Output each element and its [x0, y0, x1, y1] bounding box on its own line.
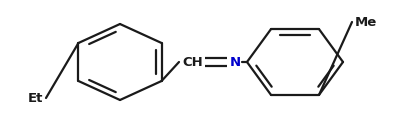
Text: Et: Et	[28, 91, 43, 105]
Text: Me: Me	[355, 15, 377, 29]
Text: CH: CH	[182, 56, 203, 69]
Text: N: N	[230, 56, 241, 69]
